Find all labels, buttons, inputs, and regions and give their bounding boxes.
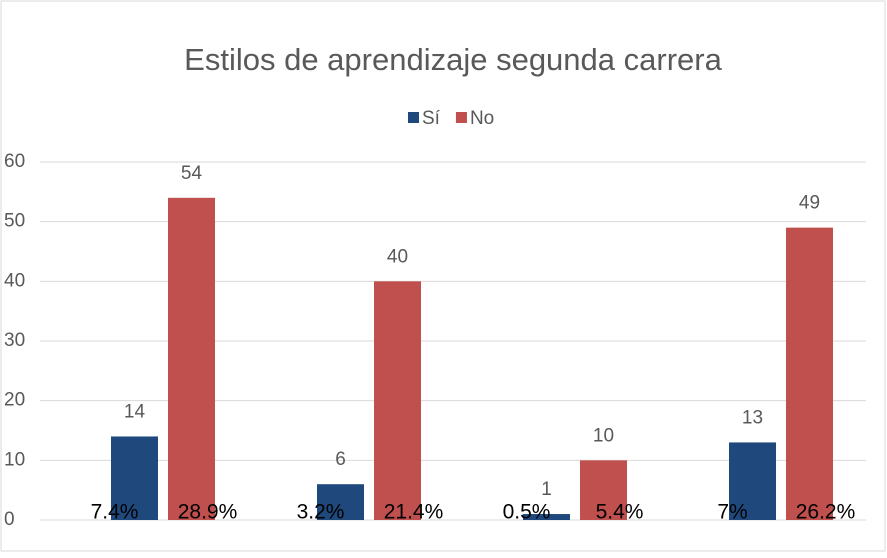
bar [317, 484, 364, 520]
data-label: 14 [124, 401, 146, 422]
legend-label: No [470, 108, 494, 129]
bar [168, 197, 215, 521]
bar [786, 227, 833, 520]
bar [111, 436, 158, 520]
legend-label: Sí [422, 108, 441, 129]
bar [523, 514, 570, 520]
y-tick-label: 0 [4, 509, 15, 530]
data-label: 54 [181, 163, 203, 184]
percent-label: 26.2% [796, 501, 856, 524]
data-label: 6 [335, 449, 346, 470]
percent-label: 3.2% [297, 501, 345, 524]
data-label: 10 [593, 425, 614, 446]
data-label: 13 [742, 407, 763, 428]
bar [374, 281, 421, 520]
y-tick-label: 60 [4, 151, 25, 172]
percent-label: 5.4% [596, 501, 644, 524]
bar [729, 442, 776, 520]
y-tick-label: 10 [4, 449, 25, 470]
y-tick-label: 40 [4, 270, 25, 291]
percent-label: 7.4% [91, 501, 139, 524]
y-tick-label: 30 [4, 330, 25, 351]
percent-label: 28.9% [178, 501, 238, 524]
legend-swatch [408, 112, 419, 123]
data-label: 1 [541, 479, 552, 500]
percent-label: 7% [717, 501, 747, 524]
chart-title: Estilos de aprendizaje segunda carrera [184, 42, 722, 77]
percent-label: 0.5% [503, 501, 551, 524]
legend-swatch [455, 112, 467, 123]
data-label: 40 [387, 246, 408, 267]
y-tick-label: 20 [4, 390, 25, 411]
percent-label: 21.4% [384, 501, 444, 524]
bar [580, 460, 627, 520]
y-tick-label: 50 [4, 211, 25, 232]
data-label: 49 [799, 193, 820, 214]
